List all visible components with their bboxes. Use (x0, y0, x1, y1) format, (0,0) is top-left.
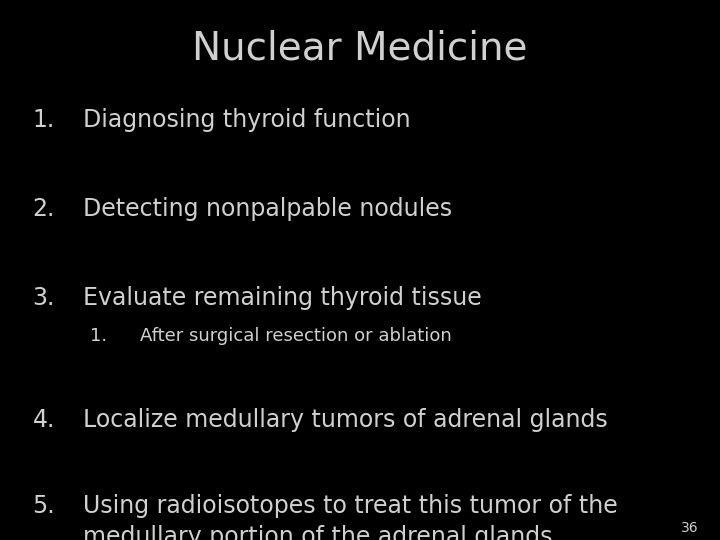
Text: After surgical resection or ablation: After surgical resection or ablation (140, 327, 452, 345)
Text: 5.: 5. (32, 494, 55, 518)
Text: 2.: 2. (32, 197, 55, 221)
Text: Detecting nonpalpable nodules: Detecting nonpalpable nodules (83, 197, 452, 221)
Text: Nuclear Medicine: Nuclear Medicine (192, 30, 528, 68)
Text: 3.: 3. (32, 286, 55, 310)
Text: Evaluate remaining thyroid tissue: Evaluate remaining thyroid tissue (83, 286, 482, 310)
Text: 36: 36 (681, 521, 698, 535)
Text: Diagnosing thyroid function: Diagnosing thyroid function (83, 108, 410, 132)
Text: 4.: 4. (32, 408, 55, 431)
Text: Using radioisotopes to treat this tumor of the
medullary portion of the adrenal : Using radioisotopes to treat this tumor … (83, 494, 618, 540)
Text: 1.: 1. (90, 327, 107, 345)
Text: 1.: 1. (32, 108, 55, 132)
Text: Localize medullary tumors of adrenal glands: Localize medullary tumors of adrenal gla… (83, 408, 608, 431)
